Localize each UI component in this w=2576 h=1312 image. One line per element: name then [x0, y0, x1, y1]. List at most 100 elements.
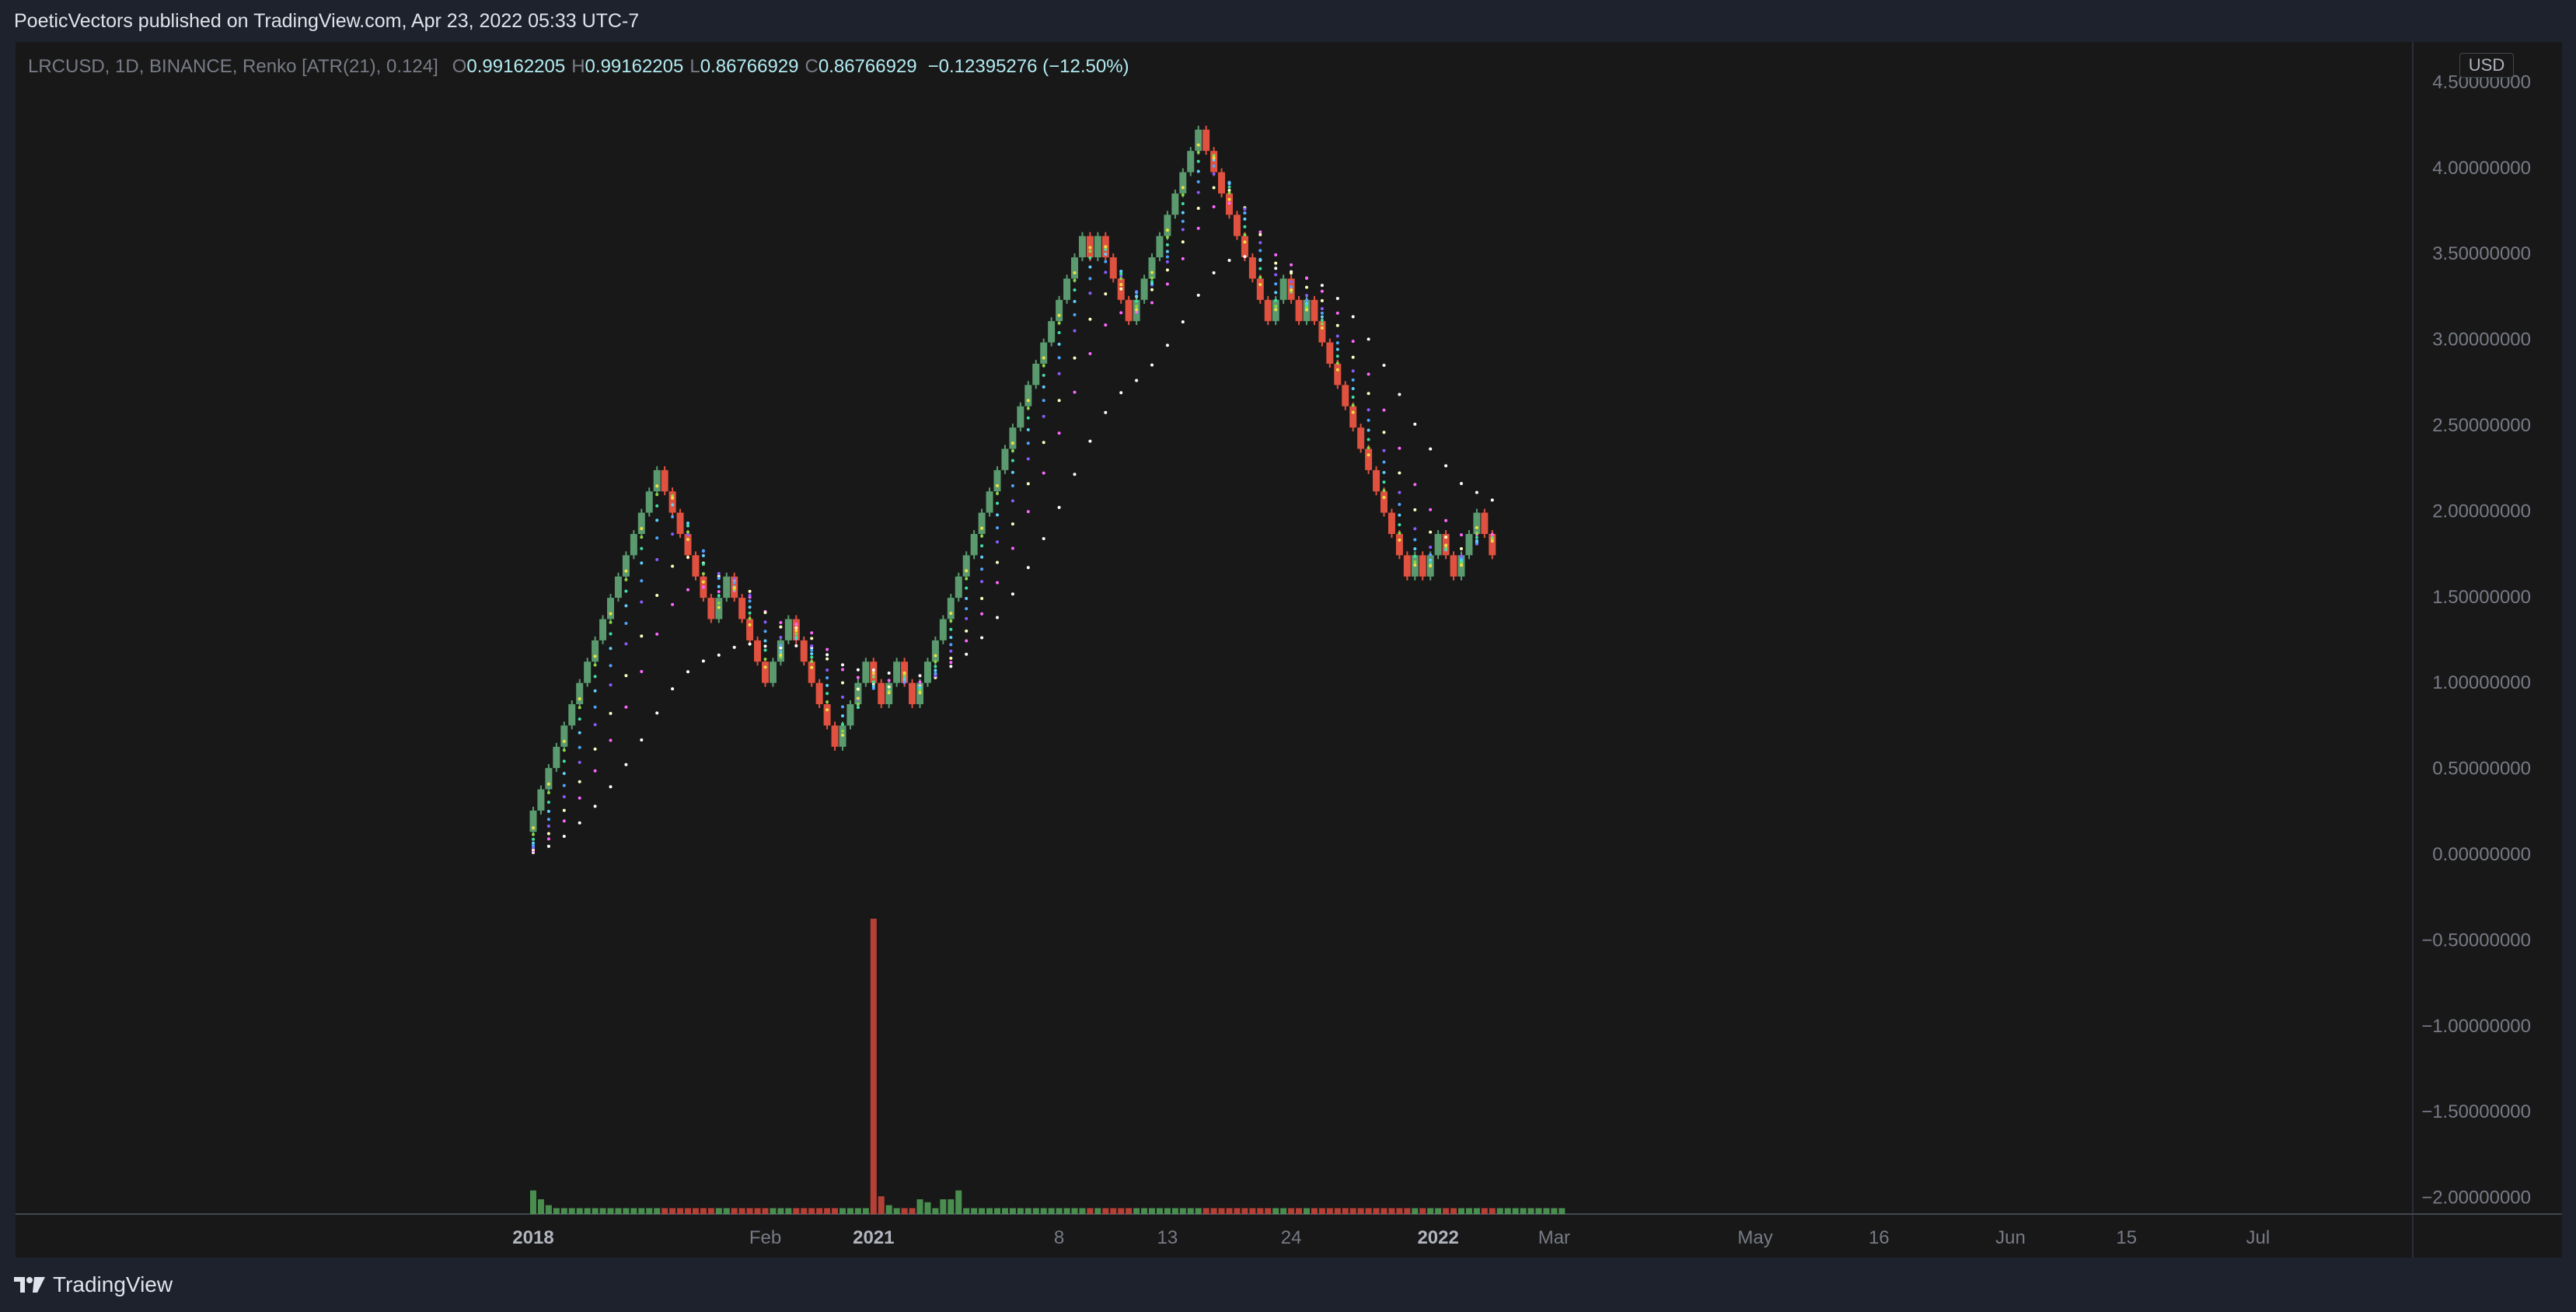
renko-brick: [661, 469, 668, 492]
volume-bar: [1559, 1208, 1565, 1214]
ma-dot: [701, 549, 705, 553]
ma-dot: [1429, 545, 1433, 549]
renko-brick: [1326, 342, 1334, 364]
ma-dot: [578, 760, 581, 764]
ma-dot: [686, 532, 689, 536]
renko-brick: [1264, 299, 1272, 322]
renko-brick: [1241, 236, 1248, 258]
volume-bars: [530, 919, 1565, 1214]
renko-brick: [1365, 448, 1373, 470]
renko-brick: [545, 768, 553, 790]
ma-dot: [1305, 277, 1308, 281]
ma-dot: [609, 612, 613, 616]
ma-series-4: [532, 164, 1494, 847]
volume-bar: [1535, 1208, 1542, 1214]
ma-dot: [717, 605, 721, 609]
ma-dot: [701, 659, 705, 663]
ma-dot: [810, 648, 814, 652]
ma-dot: [1181, 186, 1185, 190]
ma-dot: [1460, 533, 1463, 537]
volume-bar: [1133, 1208, 1140, 1214]
volume-bar: [584, 1208, 591, 1214]
ma-series-2: [532, 186, 1494, 852]
ma-dot: [1073, 299, 1077, 303]
volume-bar: [1017, 1208, 1024, 1214]
ma-dot: [671, 564, 675, 568]
renko-brick: [637, 512, 645, 534]
volume-bar: [1527, 1208, 1534, 1214]
ma-dot: [1119, 283, 1123, 287]
ma-dot: [856, 668, 860, 672]
ma-dot: [717, 574, 721, 578]
ma-dot: [655, 484, 659, 488]
ma-dot: [1011, 470, 1014, 474]
renko-brick: [854, 682, 862, 705]
ma-dot: [996, 581, 999, 584]
ma-dot: [1274, 298, 1278, 302]
ma-dot: [1490, 539, 1494, 543]
ma-dot: [841, 722, 844, 726]
ma-dot: [1135, 295, 1139, 298]
ma-dot: [856, 706, 860, 710]
ma-dot: [532, 826, 535, 830]
ma-dot: [1490, 498, 1494, 502]
ma-dot: [887, 685, 891, 689]
ma-dot: [826, 668, 829, 672]
volume-bar: [1141, 1208, 1148, 1214]
ma-dot: [624, 762, 628, 766]
renko-brick: [1017, 406, 1024, 428]
renko-brick: [955, 576, 962, 598]
ma-dot: [1398, 523, 1401, 527]
ma-dot: [546, 844, 550, 848]
ma-dot: [593, 747, 597, 751]
ma-dot: [1088, 265, 1092, 269]
ma-dot: [1104, 323, 1108, 327]
ma-dot: [1335, 361, 1339, 365]
ma-dot: [1274, 291, 1278, 295]
volume-bar: [1489, 1208, 1496, 1214]
volume-bar: [1280, 1208, 1287, 1214]
ma-dot: [763, 620, 767, 624]
volume-bar: [1551, 1208, 1558, 1214]
ma-dot: [856, 696, 860, 700]
ma-dot: [1274, 282, 1278, 286]
currency-badge[interactable]: USD: [2459, 53, 2514, 78]
ma-dot: [841, 663, 844, 667]
high-value: 0.99162205: [585, 56, 684, 77]
ma-dot: [1073, 356, 1077, 360]
ma-dot: [1057, 431, 1061, 435]
ma-dot: [1367, 428, 1370, 432]
ma-dot: [1320, 298, 1324, 302]
ma-dot: [609, 664, 613, 668]
ma-dot: [1351, 403, 1355, 407]
ma-dot: [640, 561, 644, 565]
volume-bar: [893, 1208, 900, 1214]
chart-panel[interactable]: 4.50000000 4.00000000 3.50000000 3.00000000…: [16, 42, 2562, 1258]
volume-bar: [1380, 1208, 1387, 1214]
ma-dot: [980, 597, 984, 601]
volume-bar: [1056, 1208, 1063, 1214]
ma-dot: [1011, 441, 1014, 445]
renko-brick: [607, 598, 614, 619]
renko-brick: [676, 512, 684, 534]
renko-brick: [823, 704, 831, 726]
renko-brick: [1048, 321, 1056, 343]
ma-dot: [1367, 408, 1370, 412]
y-tick-label: 3.00000000: [2432, 330, 2531, 351]
volume-bar: [1318, 1208, 1325, 1214]
ma-dot: [1196, 207, 1200, 211]
volume-bar: [677, 1208, 684, 1214]
ma-dot: [1398, 531, 1401, 535]
ma-dot: [1351, 410, 1355, 414]
volume-bar: [1032, 1208, 1039, 1214]
low-value: 0.86766929: [700, 56, 799, 77]
ma-dot: [1196, 169, 1200, 173]
close-value: 0.86766929: [818, 56, 917, 77]
ma-dot: [578, 731, 581, 735]
ma-dot: [1212, 204, 1216, 208]
volume-bar: [1210, 1208, 1217, 1214]
chart-canvas[interactable]: 4.500000004.000000003.500000003.00000000…: [16, 42, 2562, 1258]
ma-dot: [965, 652, 969, 656]
renko-brick: [1218, 172, 1226, 194]
ma-dot: [1413, 527, 1417, 531]
